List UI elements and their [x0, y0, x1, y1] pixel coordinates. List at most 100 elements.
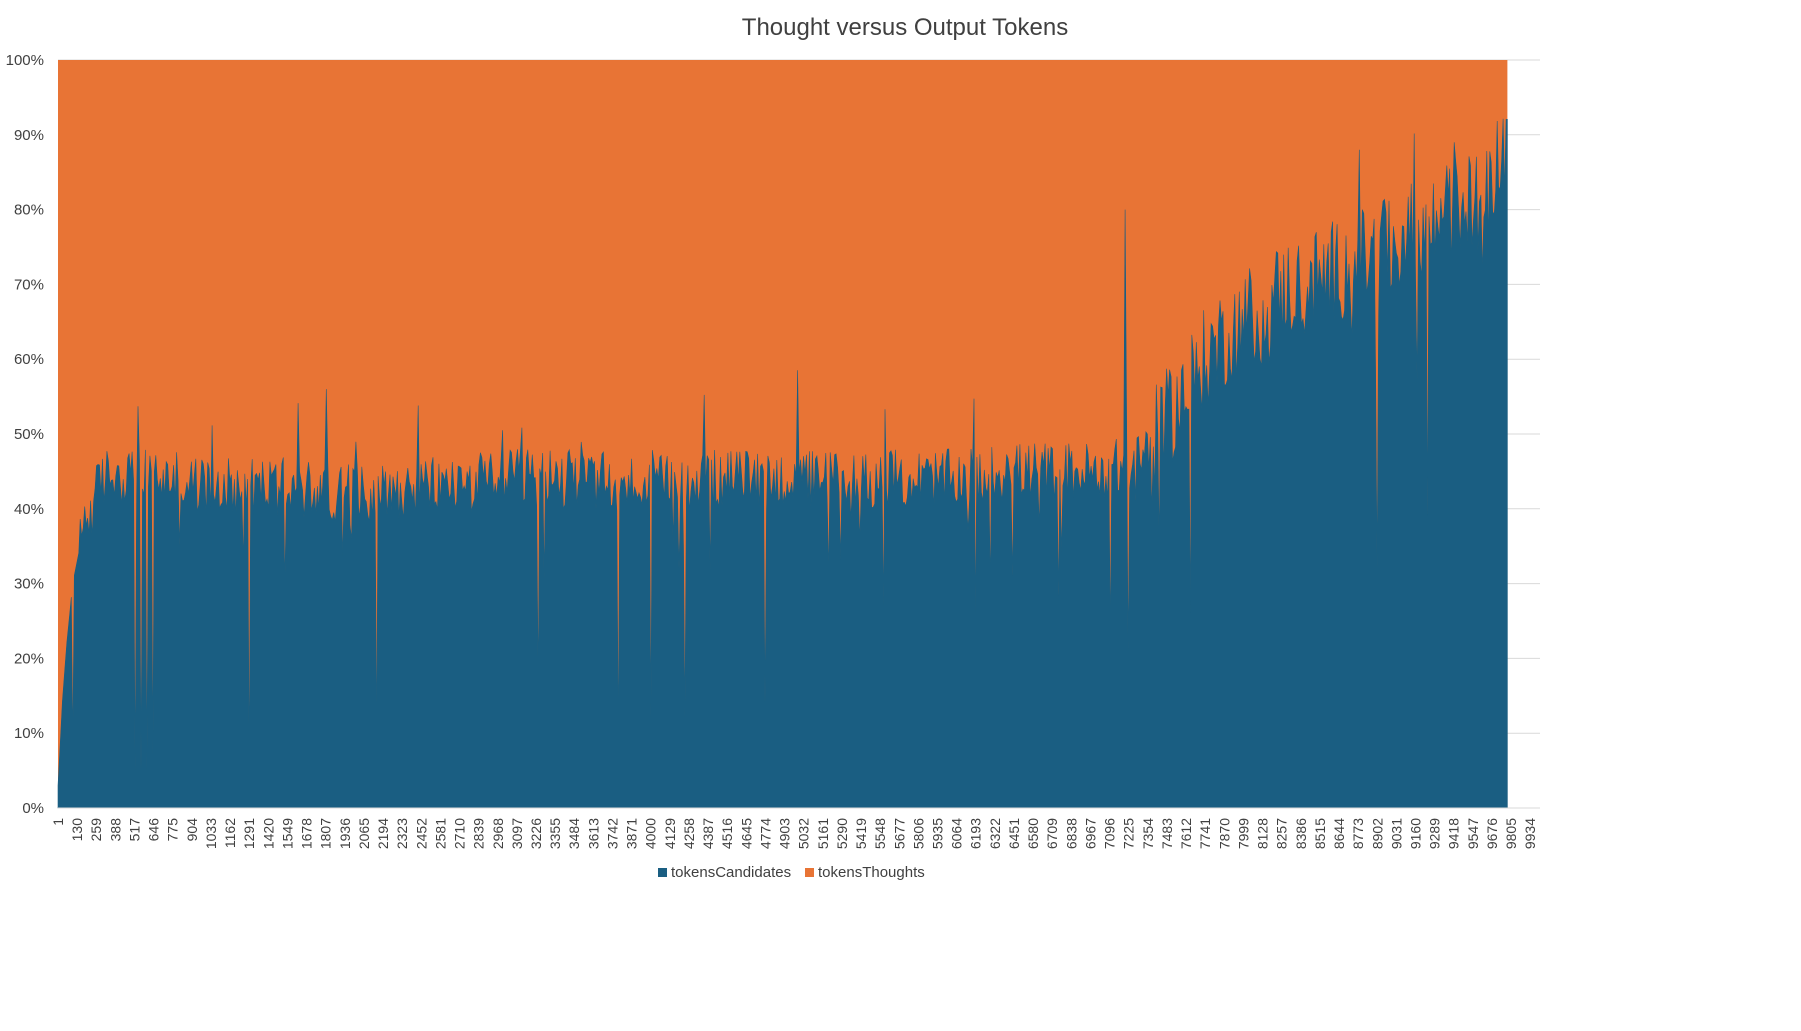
x-tick-label: 7741 [1197, 818, 1213, 849]
x-tick-label: 2710 [452, 818, 468, 849]
legend-label-tokensThoughts: tokensThoughts [818, 864, 925, 881]
y-tick-label: 10% [14, 725, 44, 742]
x-tick-label: 646 [146, 818, 162, 842]
x-tick-label: 7612 [1178, 818, 1194, 849]
x-tick-label: 1936 [337, 818, 353, 849]
x-tick-label: 1162 [222, 818, 238, 848]
y-tick-label: 20% [14, 650, 44, 667]
x-tick-label: 1549 [279, 818, 295, 849]
legend-swatch-tokensThoughts [805, 868, 814, 877]
x-tick-label: 6838 [1063, 818, 1079, 849]
y-tick-label: 0% [22, 800, 44, 817]
x-tick-label: 3097 [509, 818, 525, 849]
x-tick-label: 1 [50, 818, 66, 826]
x-tick-label: 130 [69, 818, 85, 842]
x-tick-label: 9676 [1484, 818, 1500, 849]
x-tick-label: 3742 [605, 818, 621, 849]
x-tick-label: 2839 [471, 818, 487, 849]
x-tick-label: 1420 [260, 818, 276, 849]
x-tick-label: 1807 [318, 818, 334, 849]
x-tick-label: 259 [88, 818, 104, 842]
legend: tokensCandidates tokensThoughts [658, 864, 925, 881]
x-tick-label: 5677 [891, 818, 907, 849]
x-tick-label: 5935 [930, 818, 946, 849]
x-tick-label: 9160 [1408, 818, 1424, 849]
legend-swatch-tokensCandidates [658, 868, 667, 877]
x-tick-label: 1678 [299, 818, 315, 849]
x-tick-label: 9289 [1427, 818, 1443, 849]
series-area-tokensCandidates [57, 118, 1508, 809]
plot-area [57, 60, 1508, 809]
y-tick-label: 70% [14, 276, 44, 293]
x-tick-label: 5032 [796, 818, 812, 849]
x-tick-label: 5290 [834, 818, 850, 849]
x-tick-label: 6967 [1083, 818, 1099, 849]
y-tick-label: 80% [14, 202, 44, 219]
x-tick-label: 7096 [1102, 818, 1118, 849]
x-tick-label: 2581 [432, 818, 448, 849]
x-tick-label: 2194 [375, 818, 391, 849]
x-tick-label: 4387 [700, 818, 716, 849]
x-tick-label: 4903 [777, 818, 793, 849]
x-tick-label: 7999 [1235, 818, 1251, 849]
x-tick-label: 8386 [1293, 818, 1309, 849]
y-tick-label: 60% [14, 351, 44, 368]
x-tick-label: 3226 [528, 818, 544, 849]
x-tick-label: 4774 [757, 818, 773, 849]
x-tick-label: 9031 [1388, 818, 1404, 849]
y-tick-label: 40% [14, 501, 44, 518]
x-tick-label: 388 [107, 818, 123, 842]
x-tick-label: 4645 [738, 818, 754, 849]
x-tick-label: 7870 [1216, 818, 1232, 849]
x-tick-label: 3484 [566, 818, 582, 849]
x-tick-label: 6451 [1006, 818, 1022, 849]
x-tick-label: 2968 [490, 818, 506, 849]
x-tick-label: 517 [127, 818, 143, 842]
x-tick-label: 2323 [394, 818, 410, 849]
x-tick-label: 3355 [547, 818, 563, 849]
x-tick-label: 9805 [1503, 818, 1519, 849]
legend-label-tokensCandidates: tokensCandidates [671, 864, 791, 881]
x-tick-label: 6322 [987, 818, 1003, 849]
x-tick-label: 6709 [1044, 818, 1060, 849]
x-tick-label: 5161 [815, 818, 831, 849]
x-tick-label: 5548 [872, 818, 888, 849]
x-tick-label: 7225 [1121, 818, 1137, 849]
x-tick-label: 4258 [681, 818, 697, 849]
x-tick-label: 1033 [203, 818, 219, 849]
x-tick-label: 4000 [643, 818, 659, 849]
x-tick-label: 2452 [413, 818, 429, 849]
x-tick-label: 5419 [853, 818, 869, 849]
x-tick-label: 8644 [1331, 818, 1347, 849]
x-tick-label: 6580 [1025, 818, 1041, 849]
x-tick-label: 2065 [356, 818, 372, 849]
x-tick-label: 3613 [585, 818, 601, 849]
x-tick-label: 9547 [1465, 818, 1481, 849]
x-tick-label: 5806 [910, 818, 926, 849]
x-tick-label: 8773 [1350, 818, 1366, 849]
x-tick-label: 9934 [1522, 818, 1538, 849]
x-tick-label: 9418 [1446, 818, 1462, 849]
x-tick-label: 6064 [949, 818, 965, 849]
y-tick-label: 30% [14, 576, 44, 593]
y-tick-label: 50% [14, 426, 44, 443]
x-tick-label: 8257 [1274, 818, 1290, 849]
x-tick-label: 4516 [719, 818, 735, 849]
y-axis-ticks: 0% 10% 20% 30% 40% 50% 60% 70% 80% 90% 100% [6, 52, 44, 817]
x-tick-label: 3871 [624, 818, 640, 849]
x-tick-label: 8902 [1369, 818, 1385, 849]
x-tick-label: 7354 [1140, 818, 1156, 849]
x-tick-label: 7483 [1159, 818, 1175, 849]
x-tick-label: 6193 [968, 818, 984, 849]
x-axis-ticks: 1 130 259 388 517 646 775 904 1033 1162 1291 1420 15… [50, 818, 1538, 849]
x-tick-label: 904 [184, 818, 200, 842]
chart-title: Thought versus Output Tokens [742, 14, 1068, 41]
y-tick-label: 90% [14, 127, 44, 144]
x-tick-label: 1291 [241, 818, 257, 849]
y-tick-label: 100% [6, 52, 44, 69]
x-tick-label: 775 [165, 818, 181, 842]
x-tick-label: 8515 [1312, 818, 1328, 849]
x-tick-label: 8128 [1255, 818, 1271, 849]
x-tick-label: 4129 [662, 818, 678, 849]
